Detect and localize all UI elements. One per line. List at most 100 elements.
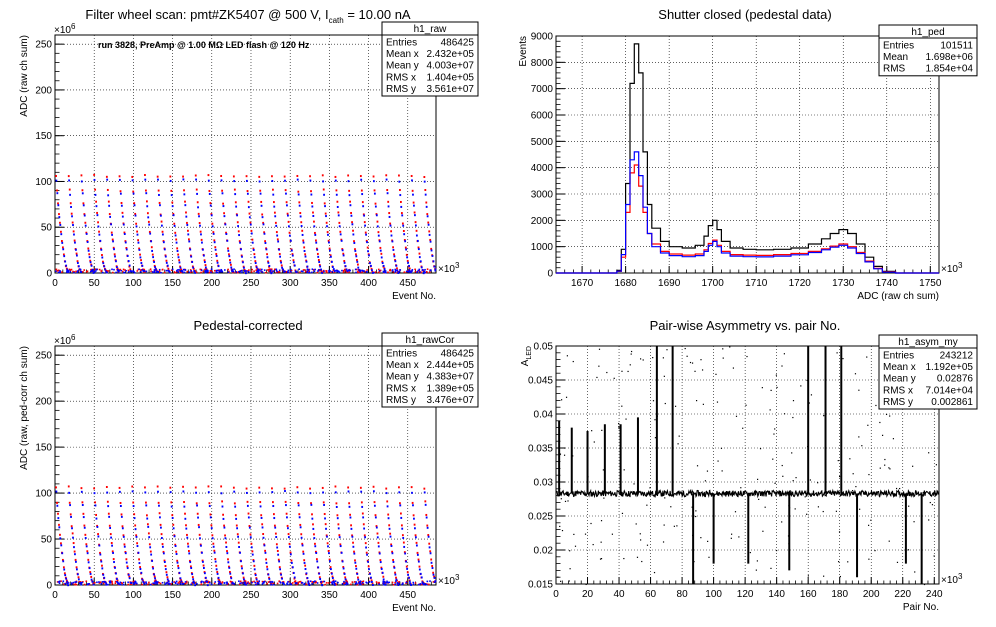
y-tick-label: 150 (35, 131, 52, 142)
blue-point (170, 505, 173, 508)
red-point (68, 188, 71, 191)
red-point (150, 270, 152, 272)
scatter-point (592, 543, 594, 546)
blue-point (403, 545, 406, 548)
blue-point (334, 491, 337, 494)
red-point (55, 174, 57, 177)
stat-label: Mean y (883, 374, 916, 385)
blue-point (220, 582, 222, 585)
blue-point (388, 581, 391, 584)
red-point (397, 270, 399, 273)
blue-point (83, 526, 86, 529)
blue-point (223, 582, 226, 584)
blue-point (75, 581, 78, 583)
red-point (280, 264, 283, 267)
x-axis-label: Pair No. (903, 602, 939, 613)
scatter-point (559, 453, 562, 455)
blue-point (216, 269, 219, 272)
blue-point (298, 516, 301, 519)
stat-label: RMS x (386, 383, 416, 394)
red-point (124, 240, 127, 243)
blue-point (406, 567, 409, 570)
y-tick-label: 150 (35, 443, 52, 454)
red-point (424, 189, 427, 192)
stat-value: 2.432e+05 (426, 49, 474, 60)
blue-point (406, 256, 409, 259)
scatter-point (674, 405, 677, 407)
blue-point (404, 240, 407, 243)
blue-point (133, 271, 136, 274)
scatter-point (567, 500, 569, 502)
stat-value: 1.854e+04 (925, 64, 973, 75)
blue-point (118, 178, 121, 181)
red-point (60, 580, 62, 582)
red-point (56, 501, 58, 504)
red-point (194, 486, 197, 489)
blue-point (355, 271, 357, 274)
stat-label: Entries (386, 349, 417, 360)
blue-point (182, 178, 185, 181)
blue-point (430, 561, 433, 564)
scatter-point (879, 421, 881, 424)
blue-point (133, 517, 136, 520)
scatter-point (602, 469, 604, 471)
blue-point (76, 573, 79, 576)
blue-point (127, 581, 129, 584)
blue-point (352, 545, 355, 548)
blue-point (204, 266, 207, 269)
blue-point (392, 560, 395, 563)
red-point (334, 582, 337, 585)
red-point (259, 189, 262, 192)
scatter-point (806, 379, 808, 382)
red-point (139, 566, 141, 569)
blue-point (323, 580, 326, 583)
blue-point (62, 248, 65, 251)
red-point (363, 534, 366, 537)
red-point (57, 512, 59, 515)
red-point (228, 565, 230, 568)
y-tick-label: 0.02 (534, 546, 554, 557)
blue-point (221, 270, 224, 273)
blue-point (283, 583, 285, 586)
blue-point (109, 580, 112, 582)
red-point (153, 580, 156, 582)
scatter-point (618, 427, 620, 429)
blue-point (348, 505, 351, 508)
stat-label: Mean y (386, 61, 419, 72)
blue-point (350, 527, 353, 530)
red-point (321, 174, 324, 177)
red-point (352, 229, 354, 232)
y-tick-label: 0 (46, 581, 52, 592)
blue-point (245, 270, 248, 272)
red-point (362, 582, 365, 585)
red-point (348, 189, 351, 192)
blue-point (87, 561, 90, 564)
red-point (314, 581, 316, 584)
red-point (84, 533, 87, 536)
blue-point (205, 269, 208, 272)
blue-point (179, 583, 182, 585)
blue-point (332, 268, 335, 271)
blue-point (287, 271, 289, 273)
red-point (61, 246, 64, 249)
blue-point (335, 505, 338, 508)
blue-point (220, 269, 223, 272)
red-point (293, 577, 296, 580)
red-point (311, 201, 313, 204)
blue-point (254, 262, 257, 265)
blue-point (89, 270, 92, 273)
red-point (146, 212, 149, 215)
blue-point (304, 255, 307, 258)
red-point (61, 558, 64, 561)
red-point (426, 213, 429, 216)
blue-point (99, 239, 102, 242)
scatter-point (884, 458, 886, 461)
red-point (89, 571, 92, 574)
blue-point (426, 580, 429, 583)
blue-point (400, 516, 403, 519)
blue-point (226, 583, 228, 585)
red-point (176, 247, 179, 250)
blue-point (218, 270, 221, 273)
blue-point (217, 576, 220, 579)
blue-point (183, 505, 186, 508)
